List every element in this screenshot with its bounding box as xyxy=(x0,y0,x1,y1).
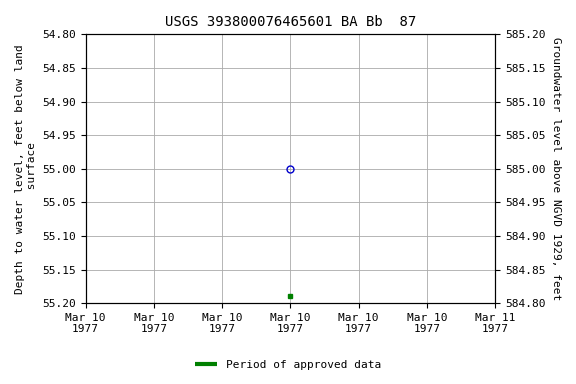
Y-axis label: Depth to water level, feet below land
 surface: Depth to water level, feet below land su… xyxy=(15,44,37,294)
Y-axis label: Groundwater level above NGVD 1929, feet: Groundwater level above NGVD 1929, feet xyxy=(551,37,561,300)
Legend: Period of approved data: Period of approved data xyxy=(191,356,385,375)
Title: USGS 393800076465601 BA Bb  87: USGS 393800076465601 BA Bb 87 xyxy=(165,15,416,29)
